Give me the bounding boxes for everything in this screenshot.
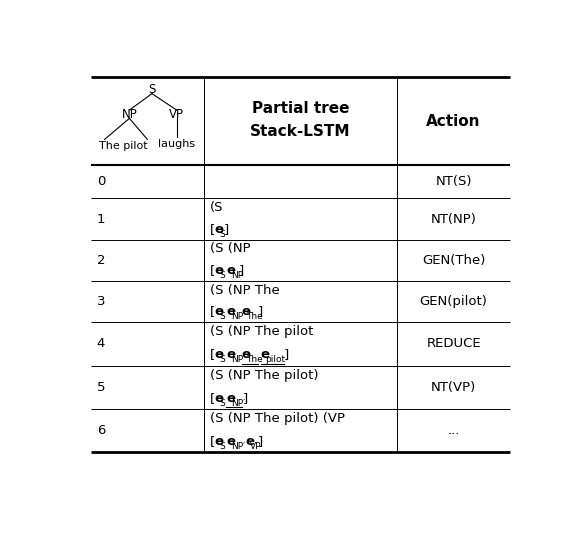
Text: pilot: pilot [265, 355, 286, 364]
Text: (S: (S [210, 201, 223, 214]
Text: ]: ] [284, 348, 289, 361]
Text: VP: VP [250, 442, 262, 451]
Text: S: S [219, 230, 225, 239]
Text: e: e [226, 264, 235, 277]
Text: GEN(pilot): GEN(pilot) [420, 295, 488, 308]
Text: Action: Action [427, 114, 481, 129]
Text: e: e [242, 348, 251, 361]
Text: REDUCE: REDUCE [427, 338, 481, 351]
Text: [: [ [210, 435, 215, 448]
Text: ]: ] [223, 223, 229, 236]
Text: 2: 2 [97, 254, 105, 267]
Text: The pilot: The pilot [100, 142, 148, 152]
Text: [: [ [210, 264, 215, 277]
Text: e: e [215, 348, 223, 361]
Text: e: e [246, 435, 254, 448]
Text: NP: NP [231, 355, 243, 364]
Text: S: S [219, 399, 225, 407]
Text: e: e [215, 306, 223, 318]
Text: NP: NP [122, 108, 137, 121]
Text: e: e [226, 435, 235, 448]
Text: GEN(The): GEN(The) [422, 254, 485, 267]
Text: NP′: NP′ [231, 442, 245, 451]
Text: 4: 4 [97, 338, 105, 351]
Text: [: [ [210, 306, 215, 318]
Text: (S (NP The: (S (NP The [210, 284, 280, 296]
Text: (S (NP The pilot) (VP: (S (NP The pilot) (VP [210, 412, 345, 425]
Text: NT(NP): NT(NP) [431, 213, 477, 226]
Text: 6: 6 [97, 424, 105, 437]
Text: 0: 0 [97, 175, 105, 189]
Text: [: [ [210, 392, 215, 405]
Text: laughs: laughs [158, 139, 196, 150]
Text: Partial tree: Partial tree [252, 101, 349, 116]
Text: ...: ... [448, 424, 460, 437]
Text: e: e [215, 435, 223, 448]
Text: NT(S): NT(S) [435, 175, 472, 189]
Text: NP: NP [231, 271, 243, 280]
Text: S: S [219, 271, 225, 280]
Text: S: S [219, 312, 225, 322]
Text: e: e [215, 223, 223, 236]
Text: NP: NP [231, 312, 243, 322]
Text: e: e [226, 306, 235, 318]
Text: ]: ] [243, 392, 248, 405]
Text: e: e [215, 392, 223, 405]
Text: e: e [215, 264, 223, 277]
Text: S: S [219, 355, 225, 364]
Text: e: e [261, 348, 269, 361]
Text: (S (NP The pilot): (S (NP The pilot) [210, 369, 318, 382]
Text: Stack-LSTM: Stack-LSTM [250, 124, 351, 139]
Text: [: [ [210, 348, 215, 361]
Text: VP: VP [169, 108, 184, 121]
Text: ]: ] [258, 306, 263, 318]
Text: NT(VP): NT(VP) [431, 381, 476, 394]
Text: e: e [242, 306, 251, 318]
Text: S: S [148, 84, 155, 96]
Text: (S (NP The pilot: (S (NP The pilot [210, 325, 313, 338]
Text: [: [ [210, 223, 215, 236]
Text: 5: 5 [97, 381, 105, 394]
Text: S: S [219, 442, 225, 451]
Text: 3: 3 [97, 295, 105, 308]
Text: NP′: NP′ [231, 399, 245, 407]
Text: ]: ] [258, 435, 263, 448]
Text: The: The [247, 312, 263, 322]
Text: e: e [226, 392, 235, 405]
Text: e: e [226, 348, 235, 361]
Text: The: The [247, 355, 263, 364]
Text: ]: ] [239, 264, 244, 277]
Text: 1: 1 [97, 213, 105, 226]
Text: (S (NP: (S (NP [210, 242, 250, 255]
